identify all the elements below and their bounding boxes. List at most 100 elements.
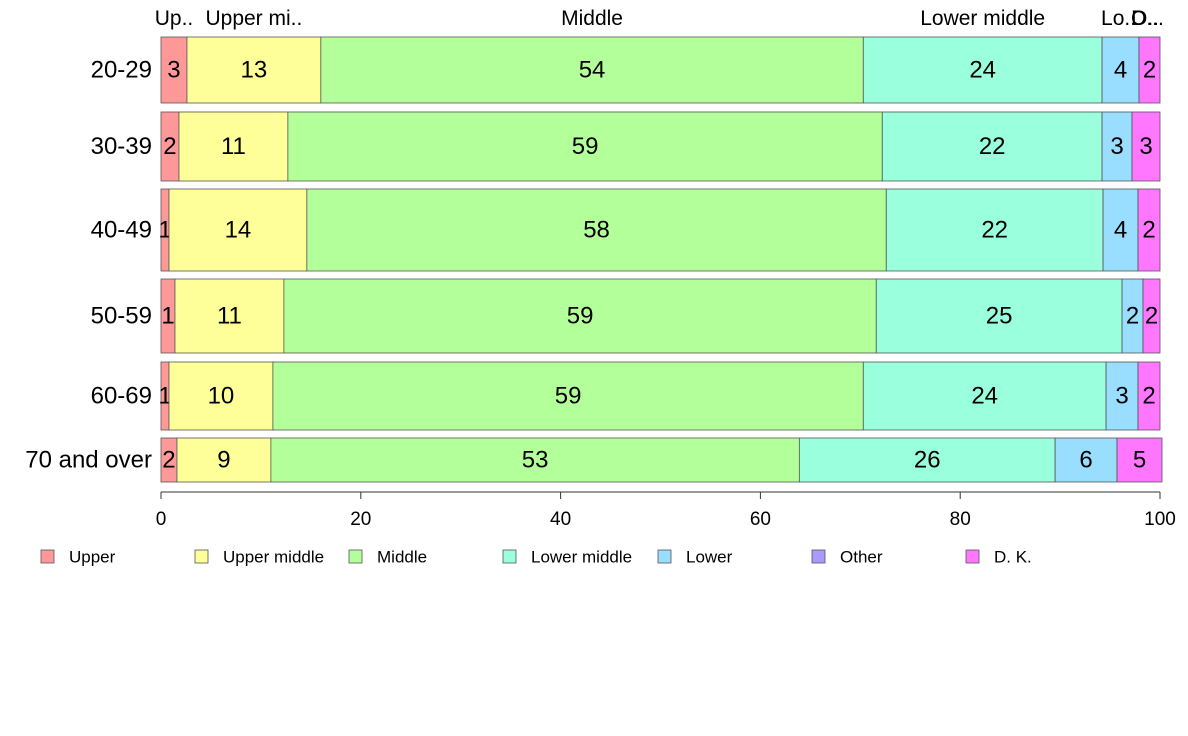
category-labels: 20-29 30-39 40-49 50-59 60-69 70 and over bbox=[25, 57, 152, 474]
data-label-d-k-40-49: 2 bbox=[1142, 217, 1155, 244]
data-label-upper-70-and-over: 2 bbox=[162, 447, 175, 474]
data-label-d-k-60-69: 2 bbox=[1142, 383, 1155, 410]
data-label-middle-50-59: 59 bbox=[567, 303, 594, 330]
data-label-upper-50-59: 1 bbox=[161, 303, 174, 330]
bar-segment-lower-70-and-over bbox=[1054, 437, 1118, 483]
bar-segment-lower-60-69 bbox=[1105, 361, 1139, 431]
legend-label-other: Other bbox=[840, 548, 883, 567]
data-label-upper-middle-60-69: 10 bbox=[208, 383, 235, 410]
data-label-upper-middle-50-59: 11 bbox=[217, 303, 242, 330]
legend: Upper Upper middle Middle Lower middle Lower… bbox=[40, 548, 1032, 567]
data-label-middle-40-49: 58 bbox=[583, 217, 610, 244]
x-tick-label-0: 0 bbox=[156, 509, 167, 530]
data-label-lower-middle-20-29: 24 bbox=[969, 57, 996, 84]
legend-label-lower-middle: Lower middle bbox=[531, 548, 632, 567]
category-label-50-59: 50-59 bbox=[91, 303, 152, 330]
data-label-lower-middle-50-59: 25 bbox=[986, 303, 1013, 330]
legend-label-d-k: D. K. bbox=[994, 548, 1032, 567]
legend-swatch-upper-middle bbox=[194, 549, 209, 564]
x-tick-label-80: 80 bbox=[950, 509, 971, 530]
data-label-lower-middle-30-39: 22 bbox=[979, 133, 1006, 160]
bar-segment-lower-middle-30-39 bbox=[881, 111, 1103, 182]
data-label-middle-60-69: 59 bbox=[555, 383, 582, 410]
bar-segment-middle-20-29 bbox=[320, 36, 864, 104]
category-label-20-29: 20-29 bbox=[91, 57, 152, 84]
data-label-upper-middle-30-39: 11 bbox=[221, 133, 246, 160]
top-label-other: O.. bbox=[1131, 7, 1159, 30]
data-label-lower-20-29: 4 bbox=[1114, 57, 1127, 84]
bar-segment-middle-50-59 bbox=[283, 278, 877, 354]
data-label-lower-middle-70-and-over: 26 bbox=[914, 447, 941, 474]
data-label-d-k-50-59: 2 bbox=[1145, 303, 1158, 330]
bars: 3 13 54 24 4 22 11 59 22 3 31 14 58 22 4 21 11 59 25 2 21 10 5… bbox=[158, 36, 1163, 483]
top-label-upper-middle: Upper mi.. bbox=[205, 7, 302, 30]
bar-segment-lower-middle-60-69 bbox=[862, 361, 1107, 431]
data-label-lower-60-69: 3 bbox=[1115, 383, 1128, 410]
bar-segment-d-k-20-29 bbox=[1138, 36, 1161, 104]
data-label-middle-30-39: 59 bbox=[572, 133, 599, 160]
data-label-upper-30-39: 2 bbox=[163, 133, 176, 160]
data-label-upper-middle-70-and-over: 9 bbox=[217, 447, 230, 474]
bar-segment-lower-20-29 bbox=[1101, 36, 1140, 104]
bar-segment-upper-middle-30-39 bbox=[178, 111, 289, 182]
top-label-middle: Middle bbox=[561, 7, 623, 30]
x-tick-label-40: 40 bbox=[550, 509, 571, 530]
data-label-lower-middle-60-69: 24 bbox=[971, 383, 998, 410]
x-axis: 0 20 40 60 80 100 bbox=[156, 491, 1176, 530]
top-label-lower-middle: Lower middle bbox=[920, 7, 1045, 30]
x-tick-label-20: 20 bbox=[350, 509, 371, 530]
top-label-lower: Lo.. bbox=[1101, 7, 1136, 30]
legend-swatch-lower bbox=[657, 549, 672, 564]
data-label-lower-50-59: 2 bbox=[1126, 303, 1139, 330]
top-segment-labels: Up.. Upper mi.. Middle Lower middle Lo..O..D… bbox=[155, 7, 1164, 30]
data-label-d-k-70-and-over: 5 bbox=[1133, 447, 1146, 474]
bar-segment-d-k-50-59 bbox=[1142, 278, 1161, 354]
bar-segment-upper-middle-40-49 bbox=[168, 188, 308, 272]
data-label-upper-60-69: 1 bbox=[158, 383, 171, 410]
data-label-lower-70-and-over: 6 bbox=[1079, 447, 1092, 474]
legend-label-lower: Lower bbox=[686, 548, 733, 567]
legend-swatch-lower-middle bbox=[502, 549, 517, 564]
data-label-lower-40-49: 4 bbox=[1114, 217, 1127, 244]
legend-swatch-upper bbox=[40, 549, 55, 564]
data-label-d-k-20-29: 2 bbox=[1143, 57, 1156, 84]
bar-segment-upper-middle-50-59 bbox=[174, 278, 285, 354]
data-label-lower-30-39: 3 bbox=[1110, 133, 1123, 160]
x-tick-label-60: 60 bbox=[750, 509, 771, 530]
x-tick-label-100: 100 bbox=[1144, 509, 1176, 530]
legend-label-upper: Upper bbox=[69, 548, 116, 567]
legend-swatch-d-k bbox=[965, 549, 980, 564]
bar-segment-lower-middle-20-29 bbox=[862, 36, 1103, 104]
category-label-70-and-over: 70 and over bbox=[25, 447, 152, 474]
bar-segment-d-k-70-and-over bbox=[1116, 437, 1163, 483]
bar-segment-middle-60-69 bbox=[272, 361, 864, 431]
bar-segment-d-k-30-39 bbox=[1131, 111, 1161, 182]
bar-segment-lower-middle-50-59 bbox=[875, 278, 1123, 354]
category-label-60-69: 60-69 bbox=[91, 383, 152, 410]
data-label-middle-20-29: 54 bbox=[579, 57, 606, 84]
category-label-30-39: 30-39 bbox=[91, 133, 152, 160]
top-label-upper: Up.. bbox=[155, 7, 194, 30]
bar-segment-d-k-40-49 bbox=[1137, 188, 1161, 272]
data-label-upper-40-49: 1 bbox=[158, 217, 171, 244]
legend-label-middle: Middle bbox=[377, 548, 427, 567]
data-label-upper-20-29: 3 bbox=[167, 57, 180, 84]
data-label-lower-middle-40-49: 22 bbox=[981, 217, 1008, 244]
legend-swatch-middle bbox=[348, 549, 363, 564]
bar-segment-lower-middle-70-and-over bbox=[798, 437, 1056, 483]
bar-segment-middle-70-and-over bbox=[270, 437, 800, 483]
bar-segment-upper-middle-60-69 bbox=[168, 361, 274, 431]
bar-segment-d-k-60-69 bbox=[1137, 361, 1161, 431]
top-label-d-k: D... bbox=[1131, 7, 1164, 30]
legend-swatch-other bbox=[811, 549, 826, 564]
bar-segment-upper-middle-70-and-over bbox=[176, 437, 272, 483]
legend-label-upper-middle: Upper middle bbox=[223, 548, 324, 567]
data-label-upper-middle-40-49: 14 bbox=[225, 217, 252, 244]
data-label-middle-70-and-over: 53 bbox=[522, 447, 549, 474]
data-label-upper-middle-20-29: 13 bbox=[241, 57, 268, 84]
bar-segment-upper-20-29 bbox=[160, 36, 188, 104]
data-label-d-k-30-39: 3 bbox=[1139, 133, 1152, 160]
category-label-40-49: 40-49 bbox=[91, 217, 152, 244]
bar-segment-middle-40-49 bbox=[306, 188, 887, 272]
